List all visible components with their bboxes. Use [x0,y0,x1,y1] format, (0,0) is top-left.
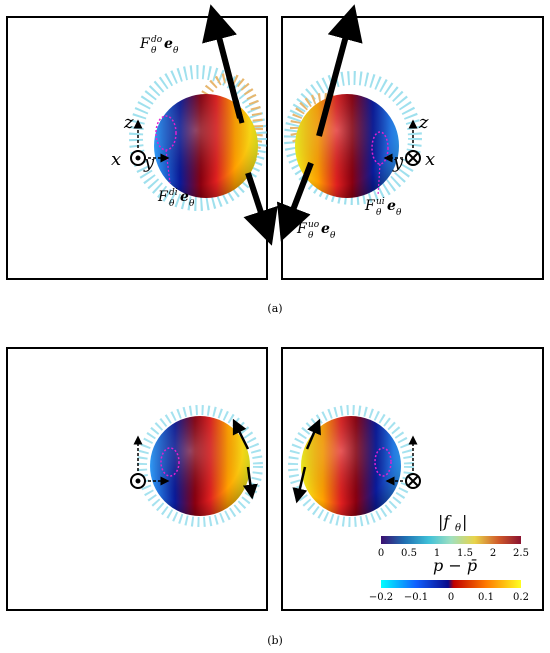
axis-z-label: z [123,112,134,133]
svg-text:do: do [151,35,163,45]
svg-text:e: e [387,198,396,214]
panel-a-left-plot: z x y F do θ e θ F di θ e θ [111,4,278,246]
panel-b-right: |f θ | 0 0.5 1 1.5 2 2.5 p − p̄ −0.2 −0.1 0 0.1 0… [281,347,544,611]
dashed-leader [377,163,381,197]
panel-a-right-plot: z x y F ui θ e θ F uo θ e θ [276,4,435,242]
svg-text:|f: |f [438,512,452,531]
sphere-shading [295,94,399,198]
colorbar-f-gradient [381,536,521,544]
panel-b-left-plot [130,405,263,527]
label-f-uo: F uo θ e θ [296,220,336,241]
svg-text:uo: uo [308,220,320,230]
svg-text:θ: θ [189,199,195,209]
svg-text:θ: θ [396,208,402,218]
colorbar-tick-label: 0 [448,592,454,603]
svg-text:di: di [169,188,178,198]
svg-text:F: F [364,198,376,214]
label-f-ui: F ui θ e θ [364,197,402,218]
svg-text:θ: θ [173,46,179,56]
colorbar-f-ticks: 0 0.5 1 1.5 2 2.5 [378,548,529,559]
axis-y-label: y [392,152,404,173]
arrow-f-do [202,4,243,119]
panel-a-right: z x y F ui θ e θ F uo θ e θ [276,4,544,280]
force-vector-cloud [137,405,263,527]
colorbar-tick-label: 1.5 [457,548,473,559]
colorbar-tick-label: 0.5 [401,548,417,559]
caption-b: (b) [267,634,283,647]
dashed-marker [374,447,392,477]
panel-b-left [6,347,268,611]
svg-text:F: F [157,189,169,205]
colorbar-tick-label: 2.5 [513,548,529,559]
svg-text:e: e [321,221,330,237]
colorbar-p-ticks: −0.2 −0.1 0 0.1 0.2 [369,592,529,603]
arrow-short-up [305,418,321,450]
svg-text:θ: θ [308,231,314,241]
dashed-marker [160,447,180,477]
svg-text:F: F [139,36,151,52]
colorbar-tick-label: 0 [378,548,384,559]
svg-text:θ: θ [169,199,175,209]
svg-text:θ: θ [376,208,382,218]
arrow-f-di [243,172,278,246]
sphere-shading [154,94,258,198]
arrow-short-down [292,466,308,504]
axis-z-label: z [418,112,429,133]
svg-text:θ: θ [151,46,157,56]
svg-text:e: e [180,189,189,205]
colorbar-f-theta: |f θ | 0 0.5 1 1.5 2 2.5 [378,512,529,559]
arrow-f-uo [316,4,363,137]
label-f-do: F do θ e θ [139,35,179,56]
panel-b-right-plot: |f θ | 0 0.5 1 1.5 2 2.5 p − p̄ −0.2 −0.1 0 0.1 0… [288,405,529,603]
colorbar-tick-label: −0.2 [369,592,393,603]
colorbar-tick-label: −0.1 [404,592,428,603]
colorbar-tick-label: 2 [490,548,496,559]
svg-text:p − p̄: p − p̄ [433,556,477,575]
svg-text:θ: θ [455,523,461,534]
colorbar-tick-label: 0.2 [513,592,529,603]
panel-a-left: z x y F do θ e θ F di θ e θ [6,4,278,280]
sphere-shading [301,416,401,516]
dashed-marker [371,131,389,165]
axis-triad-left [130,435,170,489]
svg-text:θ: θ [330,231,336,241]
sphere-shading [150,416,250,516]
force-vector-cloud [288,405,414,527]
colorbar-p-gradient [381,580,521,588]
svg-text:F: F [296,221,308,237]
axis-triad-right [383,119,421,166]
label-f-di: F di θ e θ [157,188,195,209]
arrow-f-uo-lower [276,161,314,242]
arrow-short-down [242,466,258,500]
axis-triad-right [385,435,421,489]
colorbar-pressure: p − p̄ −0.2 −0.1 0 0.1 0.2 [369,556,529,603]
caption-a: (a) [267,302,283,315]
arrow-short-up [232,418,250,450]
colorbar-tick-label: 1 [434,548,440,559]
colorbar-tick-label: 0.1 [478,592,494,603]
axis-y-label: y [143,152,155,173]
svg-text:ui: ui [376,197,385,207]
svg-text:|: | [462,512,467,531]
axis-x-label: x [111,149,121,170]
axis-x-label: x [425,149,435,170]
axis-triad-left [130,119,170,166]
arrow-f-do-tail [233,99,245,124]
svg-text:e: e [164,36,173,52]
